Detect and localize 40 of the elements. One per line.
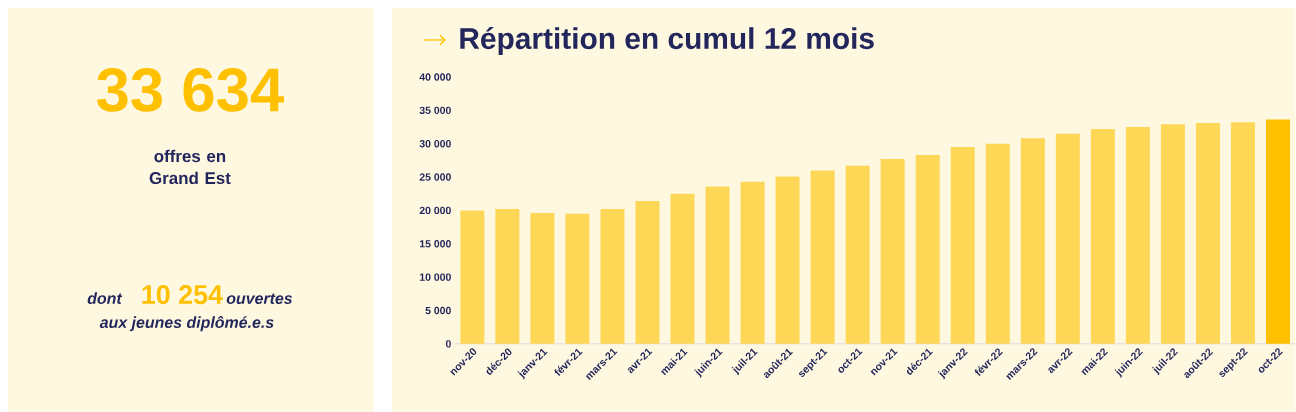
bar <box>635 201 660 344</box>
y-tick-label: 25 000 <box>419 173 451 181</box>
text: aux jeunes diplômé.e.s <box>99 316 274 332</box>
y-tick-label: 0 <box>445 340 451 348</box>
bar <box>880 159 905 344</box>
bar <box>740 181 765 344</box>
bar <box>845 165 870 344</box>
bar <box>460 210 485 344</box>
bar <box>1195 123 1220 344</box>
bar <box>1230 122 1255 344</box>
y-tick-label: 5 000 <box>425 306 451 315</box>
y-tick-label: 30 000 <box>419 140 451 148</box>
text: 33 634 <box>96 68 284 112</box>
bar <box>1125 127 1150 344</box>
y-tick-label: 15 000 <box>419 240 451 248</box>
bar <box>775 176 800 344</box>
bar <box>495 209 520 344</box>
y-tick-label: 40 000 <box>419 73 451 81</box>
bar <box>985 143 1010 344</box>
bar <box>670 193 695 344</box>
y-tick-label: 10 000 <box>419 273 451 281</box>
bar <box>600 209 625 344</box>
text: offres en Grand Est <box>149 149 231 185</box>
text: dont <box>87 292 123 305</box>
bar <box>1090 129 1115 344</box>
bar <box>1020 138 1045 344</box>
bar <box>565 213 590 344</box>
bar <box>1055 133 1080 344</box>
bar <box>1160 124 1185 344</box>
text: 10 254 <box>142 285 223 305</box>
chart-title: Répartition en cumul 12 mois <box>460 27 874 56</box>
bar <box>915 155 940 344</box>
bar <box>1265 119 1290 344</box>
bar <box>810 170 835 344</box>
y-tick-label: 35 000 <box>419 106 451 115</box>
text: ouvertes <box>226 293 293 305</box>
y-tick-label: 20 000 <box>419 206 451 215</box>
bar <box>705 186 730 344</box>
bar <box>530 213 555 344</box>
bar <box>950 147 975 344</box>
